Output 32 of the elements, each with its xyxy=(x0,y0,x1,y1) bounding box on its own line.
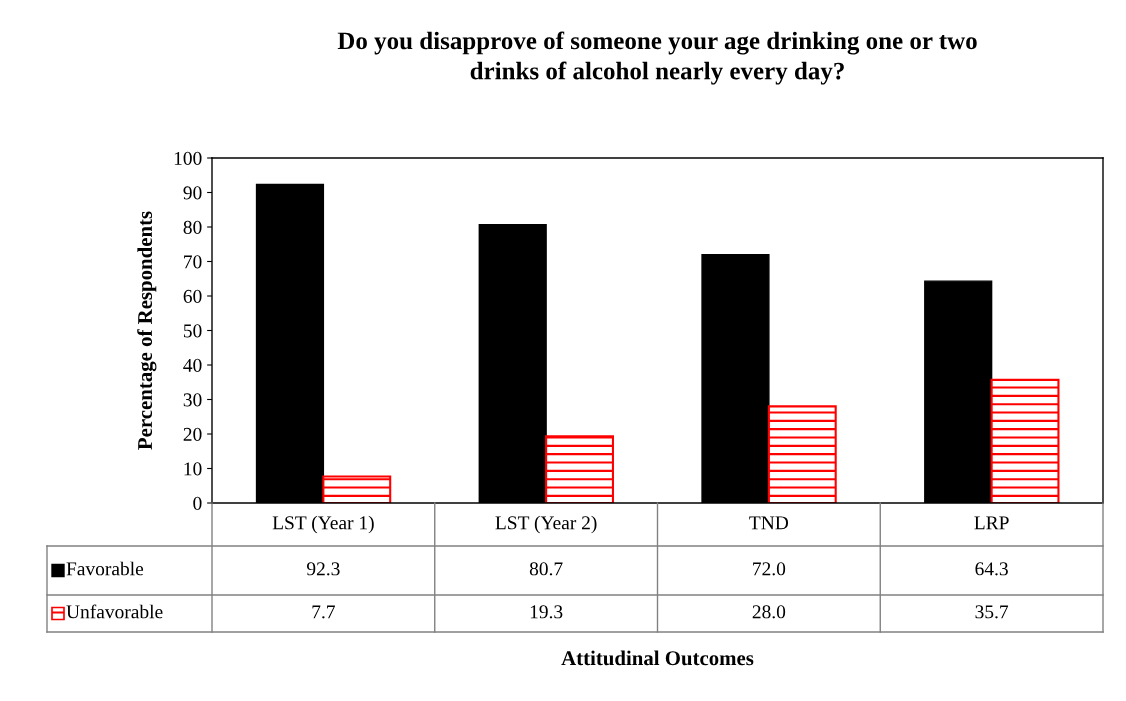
y-tick-label: 20 xyxy=(183,427,202,441)
text: Attitudinal Outcomes xyxy=(561,650,754,666)
y-tick-label: 0 xyxy=(193,496,202,510)
y-tick-label: 40 xyxy=(183,358,202,372)
legend-label: Unfavorable xyxy=(66,604,163,619)
y-tick-label: 100 xyxy=(174,151,202,165)
y-tick-label: 60 xyxy=(183,289,202,303)
bar xyxy=(990,378,1060,503)
legend-label: Favorable xyxy=(66,561,144,576)
x-tick-label: LRP xyxy=(974,516,1009,530)
y-tick-label: 10 xyxy=(184,462,202,476)
data-label: 72.0 xyxy=(753,562,786,576)
data-label: 19.3 xyxy=(530,605,563,619)
bar xyxy=(545,435,614,503)
y-tick-label: 30 xyxy=(183,393,202,407)
data-label: 92.3 xyxy=(306,562,340,576)
bar xyxy=(322,475,392,503)
data-label: 80.7 xyxy=(529,562,563,576)
data-label: 7.7 xyxy=(312,605,335,619)
x-tick-label: LST (Year 1) xyxy=(272,515,374,534)
data-label: 28.0 xyxy=(752,605,786,619)
data-label: 64.3 xyxy=(975,562,1008,576)
x-tick-label: TND xyxy=(749,516,789,530)
chart-title: Do you disapprove of someone your age drinking one or two drinks of alcohol nearly every day? xyxy=(337,31,977,85)
y-axis-title: Percentage of Respondents xyxy=(137,211,157,450)
y-tick-label: 70 xyxy=(184,255,202,269)
x-tick-label: LST (Year 2) xyxy=(495,515,597,534)
y-tick-label: 80 xyxy=(183,220,202,234)
y-tick-label: 90 xyxy=(183,186,202,200)
bar xyxy=(767,405,837,503)
y-tick-label: 50 xyxy=(183,324,202,338)
data-label: 35.7 xyxy=(975,605,1009,619)
